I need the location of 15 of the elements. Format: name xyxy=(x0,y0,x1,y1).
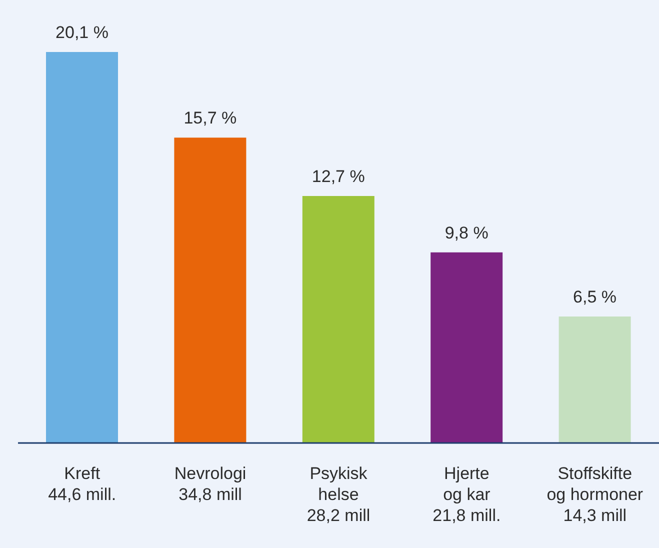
data-label: 6,5 % xyxy=(573,288,617,307)
data-label: 9,8 % xyxy=(444,223,488,242)
x-tick-label: Stoffskifte og hormoner 14,3 mill xyxy=(546,464,644,525)
data-label: 20,1 % xyxy=(56,23,108,42)
bar xyxy=(558,316,631,443)
x-tick-label: Psykisk helse 28,2 mill xyxy=(306,464,370,525)
x-tick-label: Nevrologi 34,8 mill xyxy=(174,464,246,504)
x-tick-label: Hjerte og kar 21,8 mill. xyxy=(432,464,501,525)
bar xyxy=(46,52,118,443)
bar xyxy=(302,196,374,443)
data-label: 15,7 % xyxy=(184,108,237,128)
x-tick-label: Kreft 44,6 mill. xyxy=(48,464,116,504)
bar xyxy=(430,252,503,443)
data-label: 12,7 % xyxy=(312,166,365,186)
bar xyxy=(174,138,246,443)
